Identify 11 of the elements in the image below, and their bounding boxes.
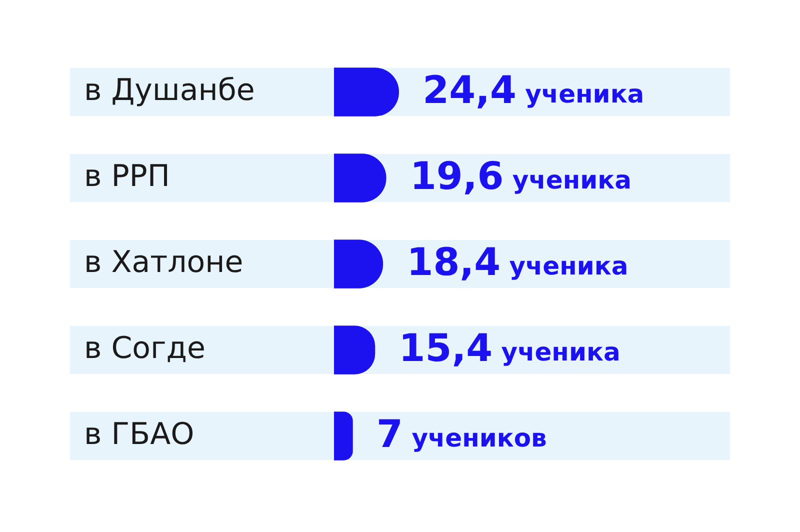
y-tick-label: в Согде <box>84 330 206 366</box>
y-tick-label: в Хатлоне <box>84 244 244 280</box>
data-label: 24,4 ученика <box>422 68 644 112</box>
bar <box>334 412 353 460</box>
y-tick-label: в Душанбе <box>84 72 255 108</box>
data-label: 18,4 ученика <box>406 240 628 284</box>
data-label: 15,4 ученика <box>398 326 620 370</box>
data-label: 19,6 ученика <box>410 154 632 198</box>
y-tick-label: в РРП <box>84 158 170 194</box>
y-tick-label: в ГБАО <box>84 416 194 452</box>
data-label: 7 учеников <box>376 412 547 456</box>
